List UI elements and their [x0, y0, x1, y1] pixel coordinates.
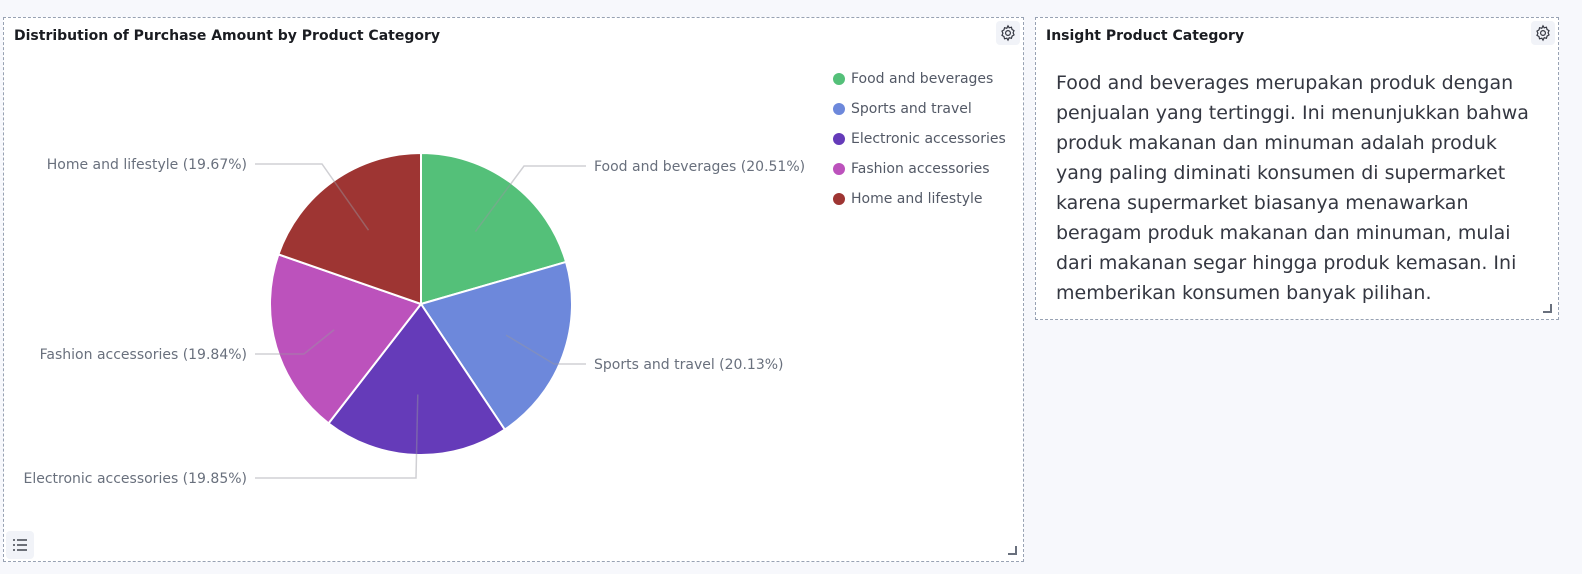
legend-toggle-button[interactable] [6, 531, 34, 559]
legend-item[interactable]: Home and lifestyle [833, 184, 1006, 214]
gear-icon [1001, 24, 1015, 42]
slice-label: Home and lifestyle (19.67%) [47, 157, 247, 173]
leader-line [474, 165, 586, 233]
legend-swatch [833, 163, 845, 175]
legend-label: Home and lifestyle [851, 191, 983, 207]
chart-panel: Distribution of Purchase Amount by Produ… [3, 17, 1024, 562]
legend-label: Sports and travel [851, 101, 972, 117]
leader-line [255, 329, 335, 355]
slice-label: Sports and travel (20.13%) [594, 357, 784, 373]
legend-label: Fashion accessories [851, 161, 990, 177]
pie-slice-electronic-accessories[interactable] [327, 302, 507, 456]
leader-line [505, 334, 586, 365]
pie-slice-home-and-lifestyle[interactable] [277, 151, 422, 306]
chart-legend: Food and beverages Sports and travel Elect… [833, 64, 1006, 214]
leader-line [255, 394, 419, 479]
legend-label: Food and beverages [851, 71, 994, 87]
resize-handle-icon[interactable] [1008, 546, 1017, 555]
list-icon [13, 539, 27, 551]
insight-text: Food and beverages merupakan produk deng… [1056, 72, 1529, 304]
leader-line [255, 163, 370, 231]
slice-label: Fashion accessories (19.84%) [40, 347, 247, 363]
legend-item[interactable]: Sports and travel [833, 94, 1006, 124]
legend-item[interactable]: Fashion accessories [833, 154, 1006, 184]
pie-slice-food-and-beverages[interactable] [420, 151, 568, 306]
slice-label: Food and beverages (20.51%) [594, 159, 805, 175]
pie-chart: Food and beverages (20.51%) Sports and tr… [23, 151, 805, 487]
chart-settings-button[interactable] [996, 21, 1020, 45]
pie-slice-fashion-accessories[interactable] [269, 253, 423, 425]
slice-label: Electronic accessories (19.85%) [23, 471, 247, 487]
legend-swatch [833, 193, 845, 205]
legend-label: Electronic accessories [851, 131, 1006, 147]
legend-swatch [833, 103, 845, 115]
legend-item[interactable]: Food and beverages [833, 64, 1006, 94]
resize-handle-icon[interactable] [1543, 304, 1552, 313]
gear-icon [1536, 24, 1550, 42]
legend-item[interactable]: Electronic accessories [833, 124, 1006, 154]
legend-swatch [833, 133, 845, 145]
insight-settings-button[interactable] [1531, 21, 1555, 45]
legend-swatch [833, 73, 845, 85]
insight-title: Insight Product Category [1046, 28, 1245, 44]
insight-panel: Insight Product Category Food and bevera… [1035, 17, 1559, 320]
chart-title: Distribution of Purchase Amount by Produ… [14, 28, 440, 44]
pie-slice-sports-and-travel[interactable] [419, 260, 573, 432]
